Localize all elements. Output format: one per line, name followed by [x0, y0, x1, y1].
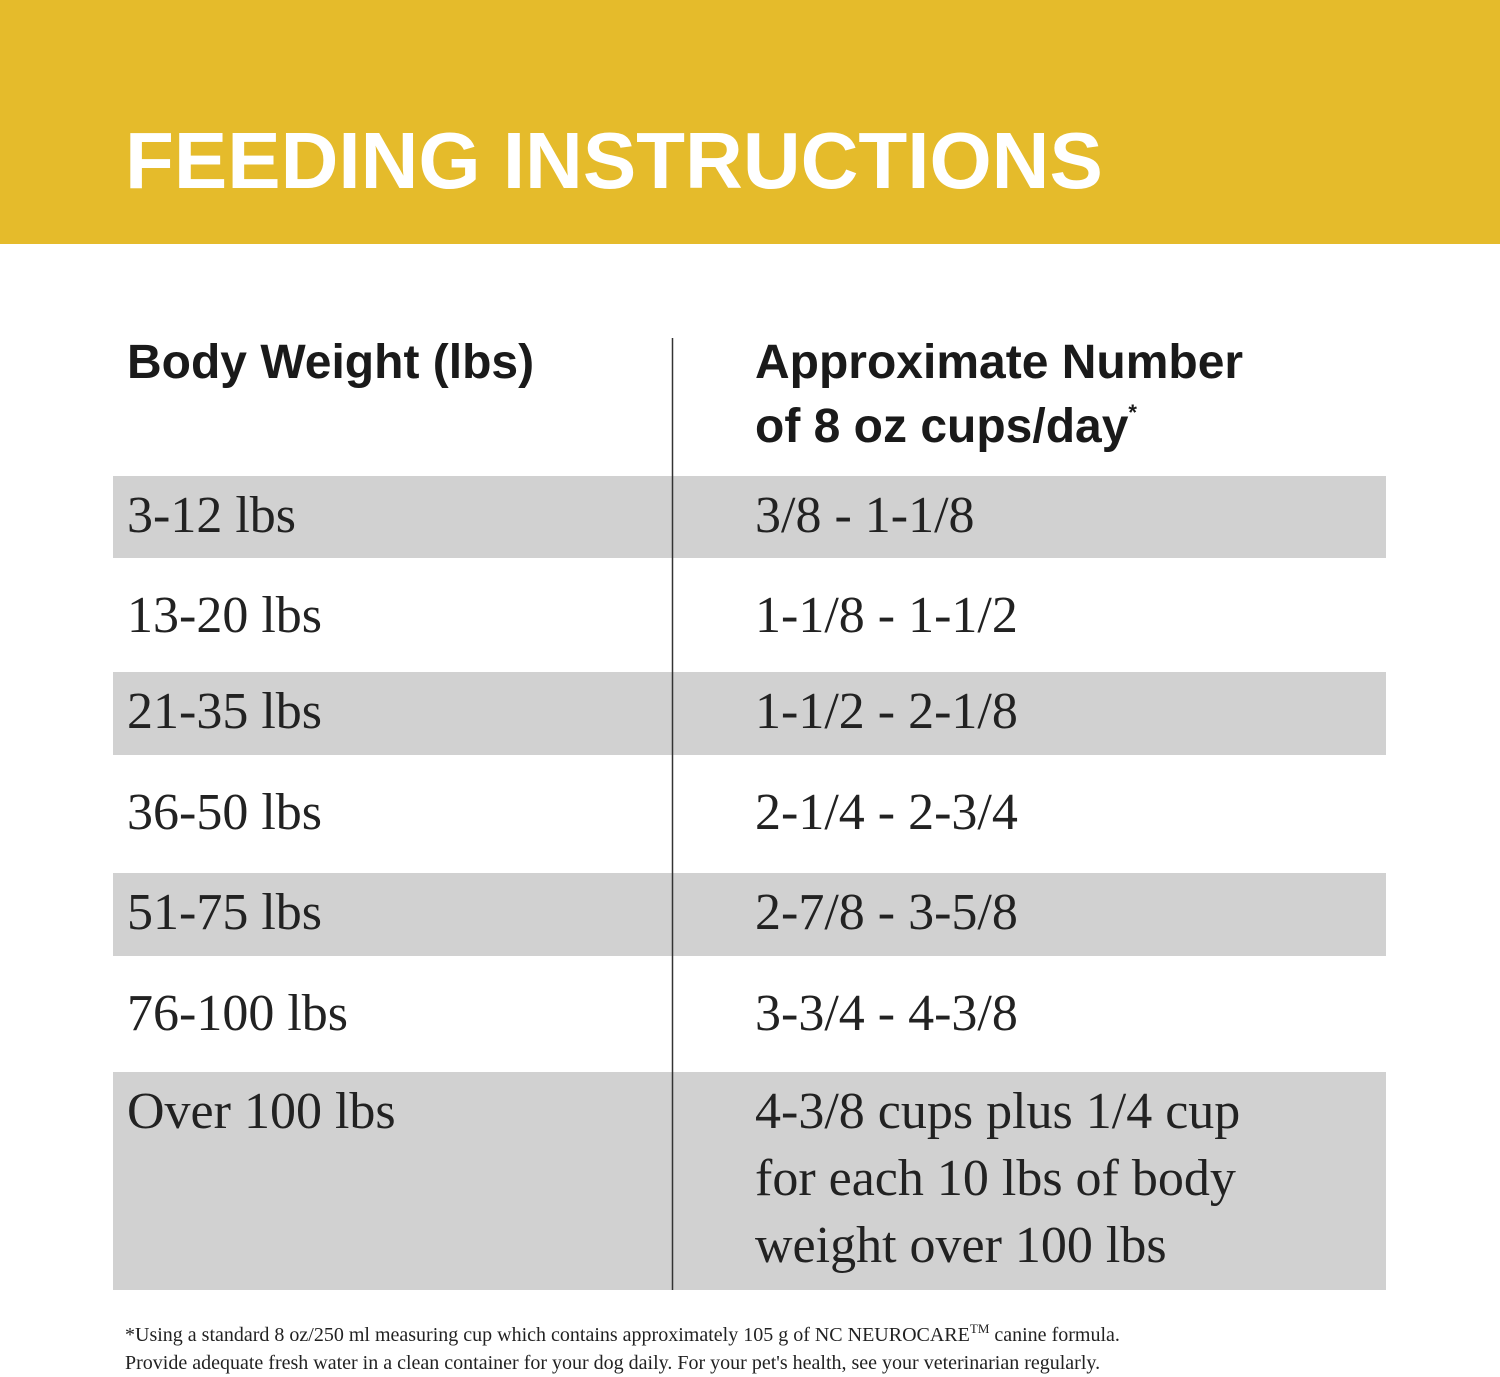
weight-cell: 21-35 lbs: [127, 683, 322, 740]
row-shade: [113, 476, 1386, 558]
cups-cell: 2-7/8 - 3-5/8: [755, 884, 1018, 941]
column-note: *: [1128, 400, 1137, 425]
title: FEEDING INSTRUCTIONS: [125, 116, 1103, 205]
column-header: of 8 oz cups/day*: [755, 400, 1137, 453]
cups-cell: weight over 100 lbs: [755, 1217, 1167, 1274]
weight-cell: 3-12 lbs: [127, 487, 296, 544]
footnote-text: *Using a standard 8 oz/250 ml measuring …: [125, 1324, 970, 1346]
footnote-text: canine formula.: [989, 1324, 1120, 1346]
footnote: Provide adequate fresh water in a clean …: [125, 1352, 1100, 1374]
cups-cell: 4-3/8 cups plus 1/4 cup: [755, 1083, 1240, 1140]
weight-cell: 76-100 lbs: [127, 985, 348, 1042]
cups-cell: 3/8 - 1-1/8: [755, 487, 975, 544]
weight-cell: 36-50 lbs: [127, 784, 322, 841]
row-shade: [113, 672, 1386, 755]
row-shade: [113, 1072, 1386, 1290]
trademark: TM: [970, 1321, 990, 1336]
column-header: Body Weight (lbs): [127, 336, 534, 389]
row-shade: [113, 873, 1386, 956]
cups-cell: 1-1/8 - 1-1/2: [755, 587, 1018, 644]
weight-cell: 51-75 lbs: [127, 884, 322, 941]
cups-cell: 1-1/2 - 2-1/8: [755, 683, 1018, 740]
weight-cell: 13-20 lbs: [127, 587, 322, 644]
cups-cell: 2-1/4 - 2-3/4: [755, 784, 1018, 841]
column-header-line: of 8 oz cups/day: [755, 400, 1129, 453]
column-header: Approximate Number: [755, 336, 1243, 389]
weight-cell: Over 100 lbs: [127, 1083, 396, 1140]
footnote: *Using a standard 8 oz/250 ml measuring …: [125, 1321, 1120, 1346]
cups-cell: 3-3/4 - 4-3/8: [755, 985, 1018, 1042]
cups-cell: for each 10 lbs of body: [755, 1150, 1236, 1207]
header-band: [0, 0, 1500, 244]
